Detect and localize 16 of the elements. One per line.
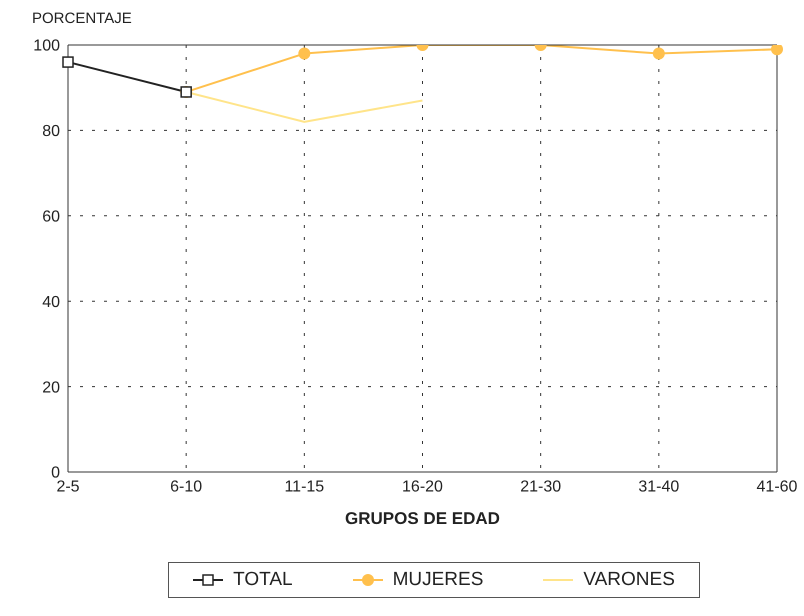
legend-label: TOTAL — [232, 569, 293, 591]
x-tick-label: 11-15 — [284, 478, 324, 496]
x-axis-title: GRUPOS DE EDAD — [345, 509, 500, 528]
legend-label: MUJERES — [392, 569, 484, 591]
legend-label: VARONES — [582, 569, 675, 591]
x-tick-label: 31-40 — [638, 478, 680, 496]
x-tick-label: 41-60 — [756, 478, 798, 496]
x-tick-label: 21-30 — [520, 478, 562, 496]
y-tick-label: 20 — [42, 379, 60, 396]
y-tick-label: 60 — [42, 208, 60, 226]
x-tick-label: 6-10 — [170, 478, 202, 496]
y-tick-label: 40 — [42, 294, 60, 311]
y-tick-label: 80 — [42, 123, 60, 140]
y-axis-title: PORCENTAJE — [32, 10, 132, 27]
y-tick-label: 100 — [33, 38, 60, 55]
x-tick-label: 16-20 — [402, 478, 444, 496]
